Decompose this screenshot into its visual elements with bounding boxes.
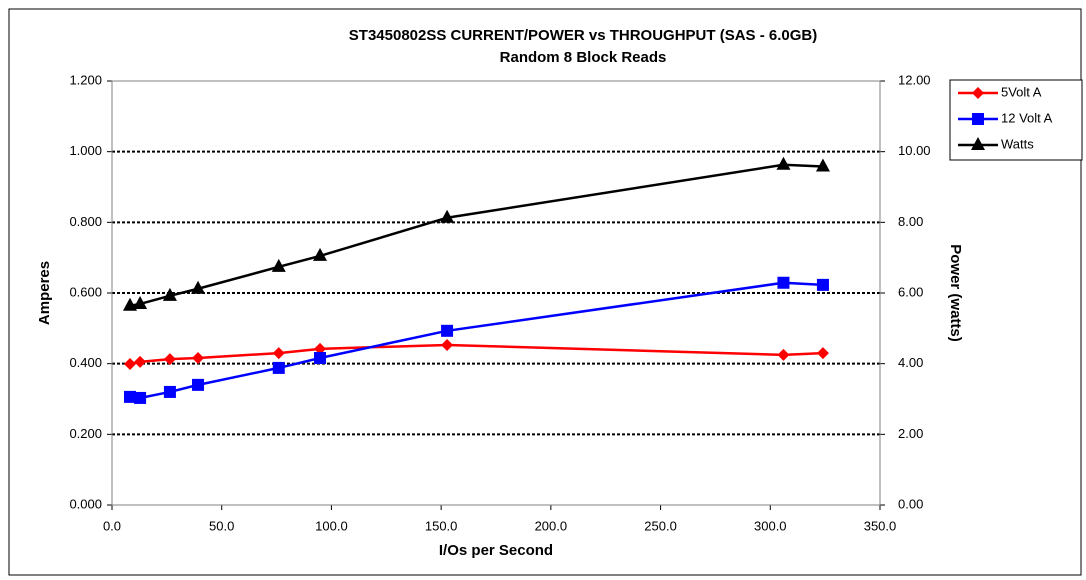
data-point: [272, 361, 285, 374]
data-point: [440, 209, 455, 223]
data-point: [163, 353, 176, 366]
y2-tick-label: 12.00: [898, 72, 931, 87]
data-point: [123, 358, 136, 371]
data-point: [314, 342, 327, 355]
y-tick-label: 0.200: [69, 426, 102, 441]
x-tick-label: 350.0: [864, 518, 897, 533]
data-point: [192, 352, 205, 365]
data-point: [777, 276, 790, 289]
x-tick-label: 50.0: [209, 518, 234, 533]
y2-tick-label: 0.00: [898, 496, 923, 511]
chart-subtitle: Random 8 Block Reads: [500, 49, 667, 66]
data-point: [314, 352, 327, 365]
legend-marker: [971, 137, 985, 150]
y-tick-label: 0.000: [69, 496, 102, 511]
data-point: [191, 280, 206, 294]
data-point: [134, 391, 147, 404]
data-point: [192, 378, 205, 391]
chart-title: ST3450802SS CURRENT/POWER vs THROUGHPUT …: [349, 27, 817, 44]
y2-tick-label: 4.00: [898, 355, 923, 370]
y2-tick-label: 8.00: [898, 214, 923, 229]
plot-area: [111, 80, 881, 506]
legend-label: Watts: [1001, 136, 1034, 151]
data-point: [441, 324, 454, 337]
x-tick-label: 0.0: [103, 518, 121, 533]
data-point: [123, 390, 136, 403]
data-point: [134, 355, 147, 368]
data-point: [122, 297, 137, 311]
legend-marker: [972, 87, 984, 99]
x-tick-label: 300.0: [754, 518, 787, 533]
data-point: [776, 156, 791, 170]
x-tick-label: 100.0: [315, 518, 348, 533]
data-point: [777, 348, 790, 361]
x-tick-label: 150.0: [425, 518, 458, 533]
y-tick-label: 1.000: [69, 143, 102, 158]
y2-tick-label: 10.00: [898, 143, 931, 158]
legend-label: 12 Volt A: [1001, 110, 1053, 125]
y2-tick-label: 2.00: [898, 426, 923, 441]
y-tick-label: 0.600: [69, 284, 102, 299]
y-tick-label: 1.200: [69, 72, 102, 87]
data-point: [816, 278, 829, 291]
data-point: [313, 247, 328, 261]
data-point: [441, 338, 454, 351]
x-tick-label: 200.0: [535, 518, 568, 533]
data-point: [816, 347, 829, 360]
data-point: [133, 295, 148, 309]
x-tick-label: 250.0: [644, 518, 677, 533]
y2-tick-label: 6.00: [898, 284, 923, 299]
data-point: [162, 287, 177, 301]
data-point: [271, 258, 286, 272]
x-axis-label: I/Os per Second: [439, 542, 553, 559]
y-tick-label: 0.400: [69, 355, 102, 370]
data-point: [163, 385, 176, 398]
y-tick-label: 0.800: [69, 214, 102, 229]
y-axis-label: Amperes: [36, 261, 53, 325]
data-point: [815, 158, 830, 172]
legend-label: 5Volt A: [1001, 84, 1042, 99]
data-point: [272, 347, 285, 360]
legend-marker: [972, 113, 984, 125]
y2-axis-label: Power (watts): [947, 244, 964, 342]
